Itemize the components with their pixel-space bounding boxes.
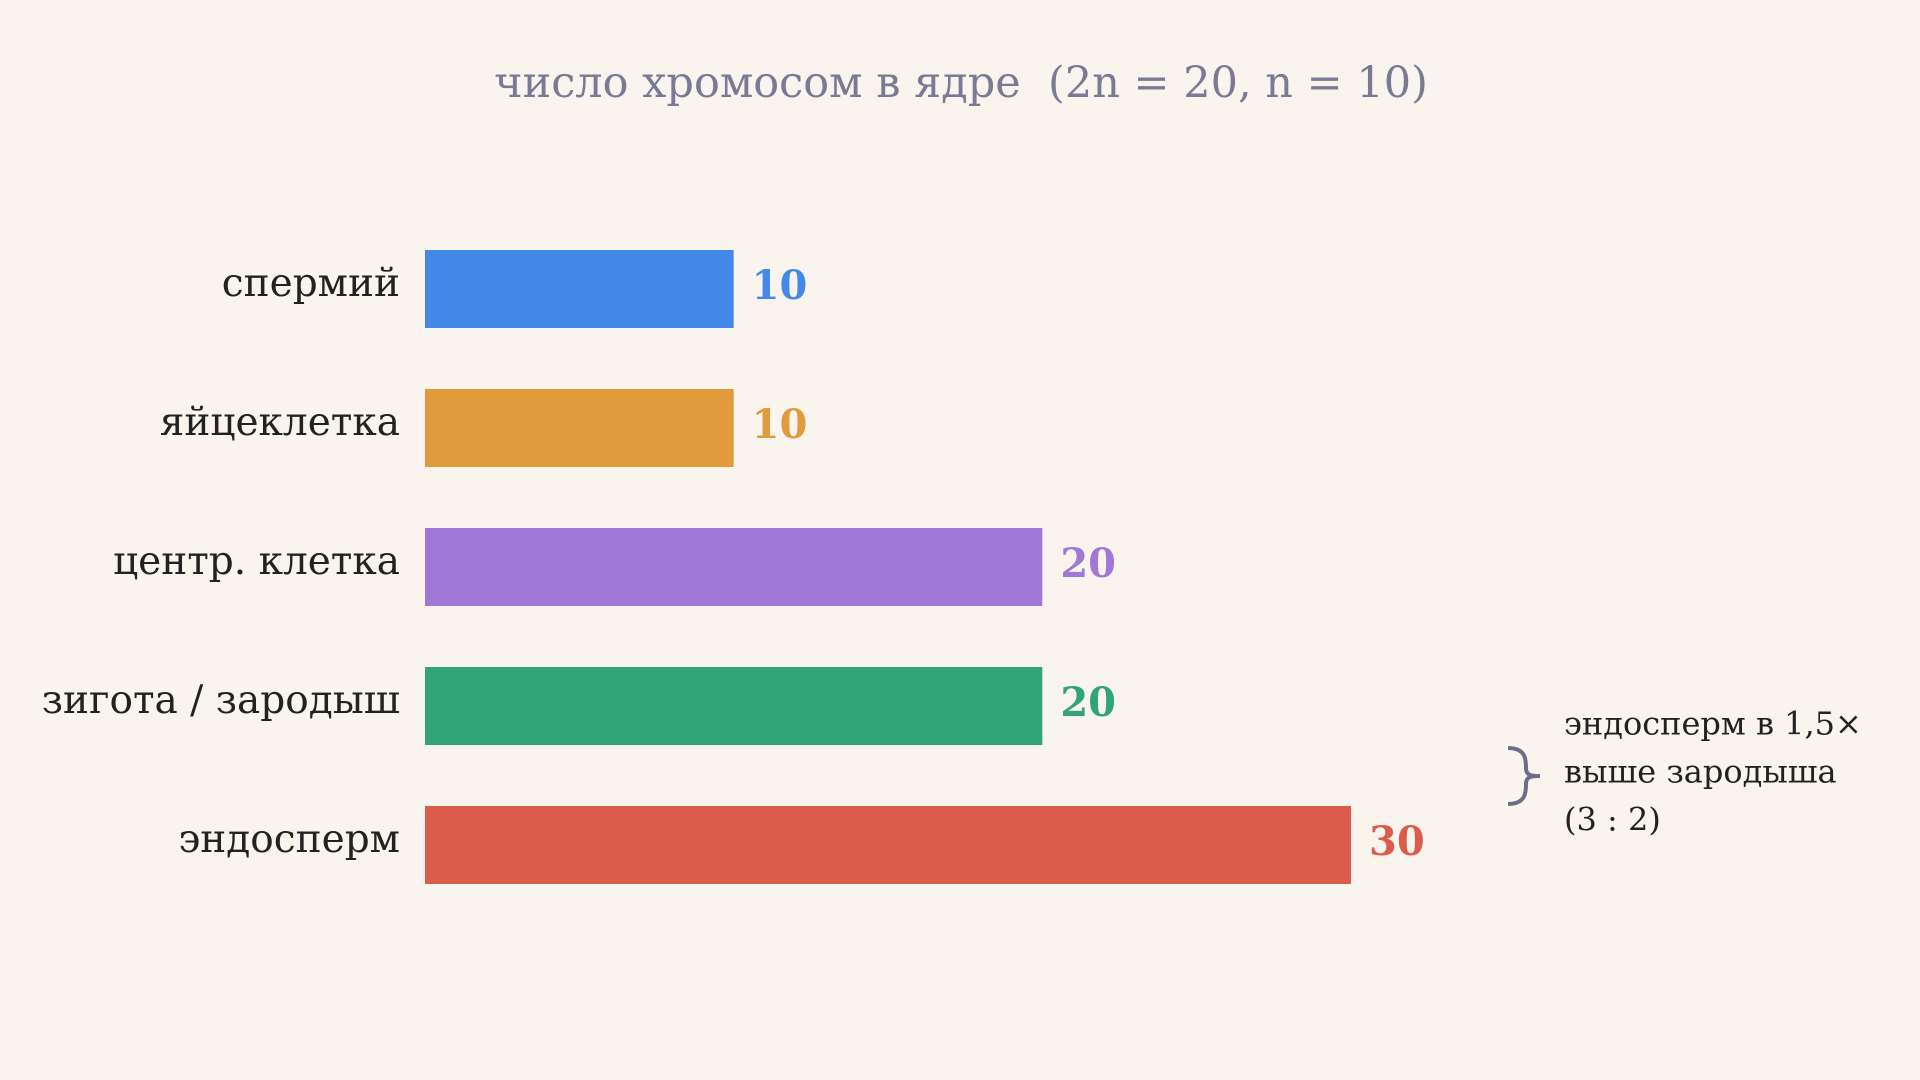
bar (425, 806, 1351, 884)
annotation-text: (3 : 2) (1564, 801, 1661, 839)
chart-title: число хромосом в ядре (2n = 20, n = 10) (494, 58, 1428, 108)
category-label: центр. клетка (113, 539, 400, 584)
bar (425, 389, 734, 467)
annotation-brace (1507, 746, 1541, 806)
category-label: спермий (222, 261, 400, 306)
category-label: эндосперм (178, 817, 400, 862)
value-label: 10 (752, 401, 808, 448)
annotation-text: эндосперм в 1,5× (1564, 705, 1862, 743)
value-label: 20 (1060, 679, 1116, 726)
category-label: зигота / зародыш (42, 678, 400, 723)
value-label: 30 (1369, 818, 1425, 865)
value-label: 20 (1060, 540, 1116, 587)
annotation-text: выше зародыша (1564, 753, 1837, 791)
category-label: яйцеклетка (160, 400, 400, 445)
value-label: 10 (752, 262, 808, 309)
bar (425, 250, 734, 328)
bar (425, 667, 1043, 745)
bar (425, 528, 1043, 606)
